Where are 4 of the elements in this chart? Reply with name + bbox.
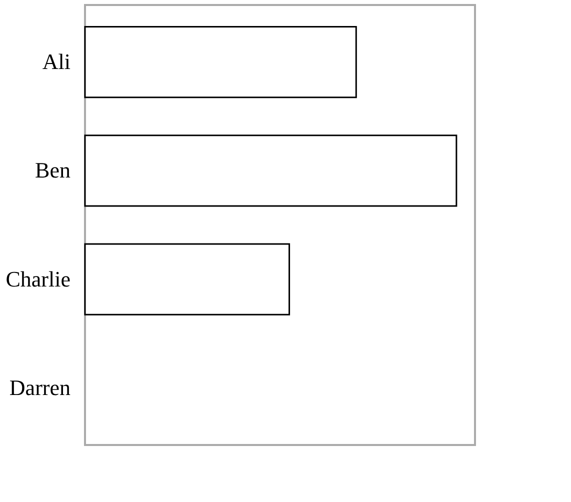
y-tick-label: Ali (42, 49, 70, 74)
y-tick-label: Ben (35, 158, 70, 183)
y-tick-label: Charlie (6, 266, 70, 292)
y-tick-label: Darren (9, 374, 70, 400)
